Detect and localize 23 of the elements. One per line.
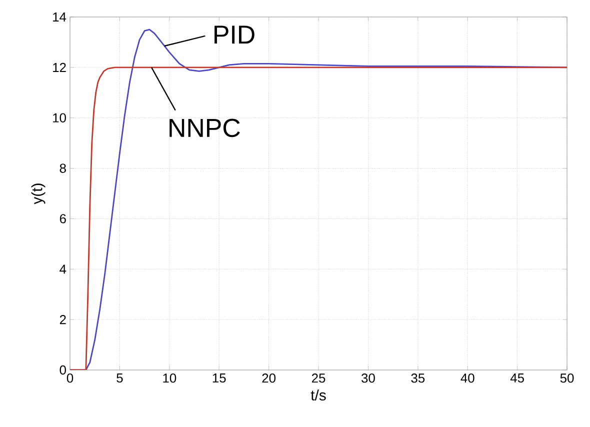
x-tick-label: 50: [560, 374, 574, 383]
x-tick-label: 10: [163, 374, 176, 383]
y-tick-label: 4: [60, 264, 66, 274]
x-axis-title: t/s: [310, 390, 326, 400]
y-tick-label: 14: [53, 12, 66, 22]
y-tick-label: 0: [60, 365, 66, 375]
x-tick-label: 15: [212, 374, 226, 383]
x-tick-label: 5: [116, 374, 123, 383]
series-label: PID: [214, 26, 254, 44]
y-tick-label: 12: [53, 62, 66, 72]
y-tick-label: 10: [53, 113, 66, 122]
series-label: NNPC: [170, 118, 240, 138]
x-tick-label: 25: [312, 374, 326, 383]
x-tick-label: 35: [411, 374, 425, 383]
x-tick-label: 40: [460, 374, 474, 383]
y-tick-label: 6: [60, 214, 66, 224]
x-tick-label: 20: [262, 374, 276, 383]
x-tick-label: 0: [66, 374, 74, 383]
x-tick-label: 30: [362, 374, 375, 383]
x-tick-label: 45: [510, 374, 524, 383]
y-tick-label: 8: [60, 164, 66, 173]
y-tick-label: 2: [60, 315, 66, 324]
y-axis-title: y(t): [31, 184, 46, 204]
